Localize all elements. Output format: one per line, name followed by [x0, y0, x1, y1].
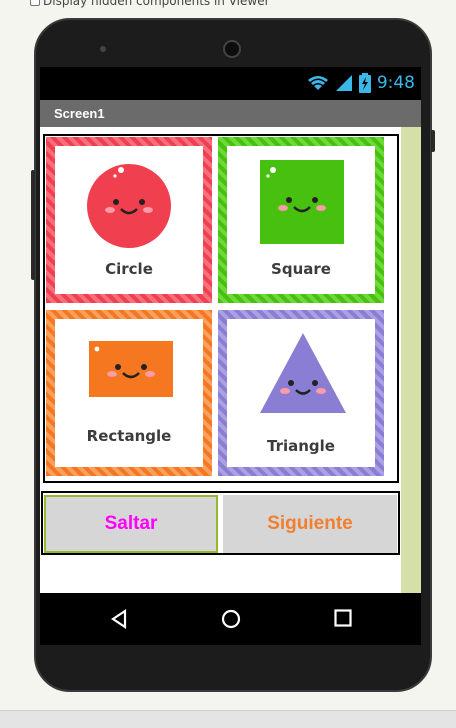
wifi-icon — [307, 76, 328, 90]
clock: 9:48 — [376, 73, 415, 93]
siguiente-button[interactable]: Siguiente — [223, 495, 397, 553]
volume-button — [31, 170, 35, 280]
button-row: Saltar Siguiente — [41, 491, 400, 555]
checkbox-icon[interactable] — [30, 0, 40, 6]
saltar-button[interactable]: Saltar — [44, 495, 218, 553]
device-screen: 9:48 Screen1 Ci — [40, 67, 421, 593]
rectangle-shape-icon — [89, 341, 173, 397]
hidden-components-label: Display hidden components in Viewer — [43, 0, 270, 8]
home-icon[interactable] — [221, 609, 241, 629]
circle-shape-icon — [87, 164, 171, 248]
shapes-grid: Circle Square — [43, 134, 399, 483]
earpiece-icon — [223, 40, 241, 58]
square-label: Square — [271, 260, 331, 278]
square-shape-icon — [260, 160, 344, 244]
battery-charging-icon — [358, 73, 371, 93]
rectangle-card[interactable]: Rectangle — [46, 310, 212, 476]
signal-icon — [335, 75, 352, 91]
status-bar: 9:48 — [40, 67, 421, 100]
circle-card[interactable]: Circle — [46, 137, 212, 303]
hidden-components-option[interactable]: Display hidden components in Viewer — [30, 0, 270, 8]
triangle-shape-icon — [260, 333, 346, 413]
back-icon[interactable] — [110, 609, 128, 629]
android-nav-bar — [40, 593, 421, 645]
camera-icon — [100, 46, 106, 52]
rectangle-label: Rectangle — [86, 427, 172, 445]
power-button — [431, 130, 435, 152]
viewer-bottom-strip — [0, 710, 456, 728]
square-card[interactable]: Square — [218, 137, 384, 303]
screen-content: Circle Square — [40, 127, 421, 593]
triangle-card[interactable]: Triangle — [218, 310, 384, 476]
recents-icon[interactable] — [334, 609, 352, 627]
circle-label: Circle — [105, 260, 153, 278]
scrollbar[interactable] — [401, 127, 421, 593]
screen-title: Screen1 — [40, 100, 421, 127]
triangle-label: Triangle — [267, 437, 335, 455]
